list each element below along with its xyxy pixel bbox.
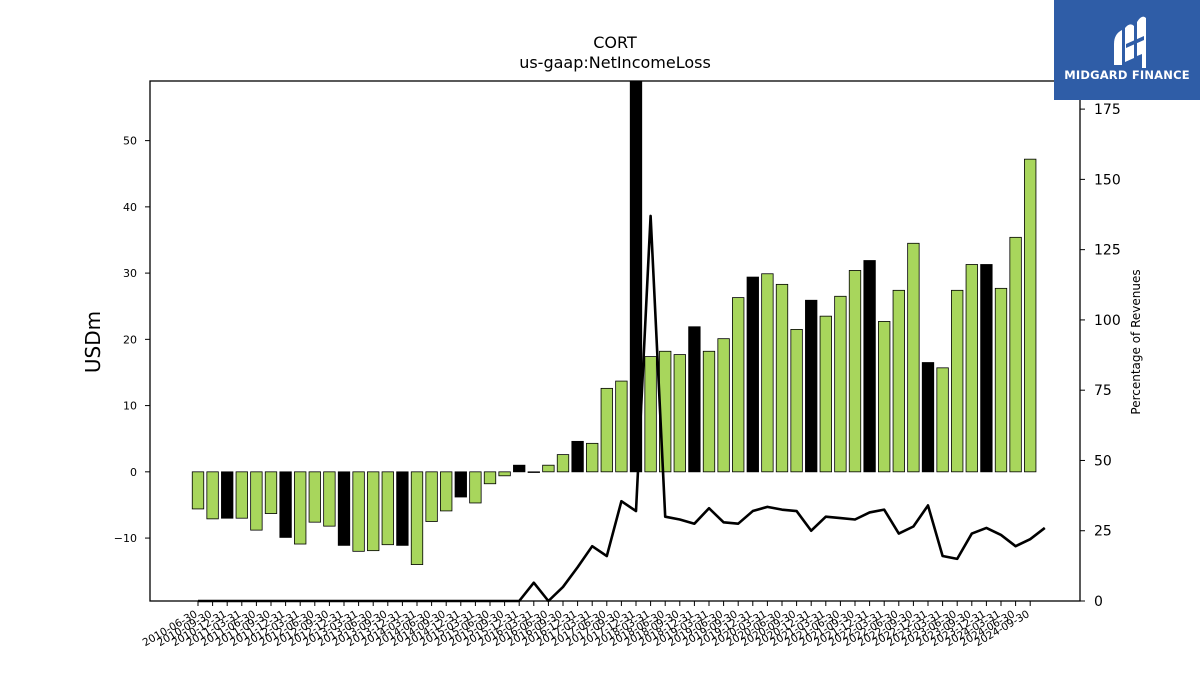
bar [586,442,599,473]
bar [921,362,935,473]
bar [1009,236,1022,473]
chart-title: CORT [593,33,637,52]
y-axis-left: −10 0 10 20 30 40 50 [114,135,150,545]
bars-group [191,80,1037,565]
bar [790,329,803,473]
bar [717,338,730,473]
bar [221,471,234,519]
bar [805,299,818,473]
y2-tick-label: 50 [1094,453,1112,469]
y-tick-label: 40 [123,201,137,214]
y2-tick-label: 25 [1094,524,1112,540]
bar [483,471,497,485]
bar [761,273,774,473]
bar [951,289,964,473]
bar [615,380,628,473]
bar [644,356,657,473]
y2-tick-label: 175 [1094,102,1121,118]
y-tick-label: 30 [123,267,137,280]
x-axis: 2010-06-302010-09-302010-12-312011-03-31… [141,601,1032,649]
bar [308,471,321,523]
bar [994,287,1008,473]
brand-logo: MIDGARD FINANCE [1054,0,1200,100]
bar [732,297,745,473]
y-tick-label: 50 [123,135,137,148]
bar [542,464,555,473]
bar [936,367,949,473]
y2-axis-label: Percentage of Revenues [1129,269,1143,414]
bar [191,471,205,510]
bar [980,264,993,473]
bar [688,326,701,473]
y2-tick-label: 75 [1094,383,1112,399]
bar [498,471,511,477]
y-axis-right: 0 25 50 75 100 125 150 175 [1080,102,1121,610]
y-tick-label: −10 [114,532,137,545]
bar [834,295,847,473]
bar [965,264,978,473]
bar [892,289,905,473]
plot-frame [149,80,1081,602]
bar [294,471,307,545]
bar [352,471,365,552]
bar [410,471,424,565]
bar [571,440,584,473]
bar [396,471,409,546]
bar [206,471,219,520]
bar [469,471,482,504]
bar [337,471,351,546]
chart-subtitle: us-gaap:NetIncomeLoss [519,53,711,72]
midgard-logo-icon [1114,16,1146,68]
y2-tick-label: 125 [1094,243,1121,259]
y-tick-label: 10 [123,400,137,413]
bar [746,276,759,473]
bar [1024,158,1037,473]
bar [454,471,467,498]
bar [848,270,862,473]
bar [513,464,526,473]
bar [323,471,336,527]
bar [264,471,278,514]
bar [863,260,876,473]
bar [907,242,920,473]
bar [556,454,570,473]
bar [440,471,453,512]
bar [527,471,540,473]
bar [673,354,686,473]
brand-name: MIDGARD FINANCE [1064,68,1190,82]
y2-tick-label: 150 [1094,172,1121,188]
bar [279,471,292,538]
bar [425,471,438,522]
bar [367,471,380,552]
bar [381,471,394,546]
bar [235,471,248,519]
bar [878,321,891,473]
bar [702,350,716,473]
bar [775,283,789,473]
y2-tick-label: 0 [1094,594,1103,610]
y-tick-label: 0 [130,466,137,479]
y-axis-label: USDm [81,311,105,373]
y2-tick-label: 100 [1094,313,1121,329]
y-tick-label: 20 [123,333,137,346]
bar [250,471,263,531]
bar [600,387,613,473]
bar [819,315,832,473]
